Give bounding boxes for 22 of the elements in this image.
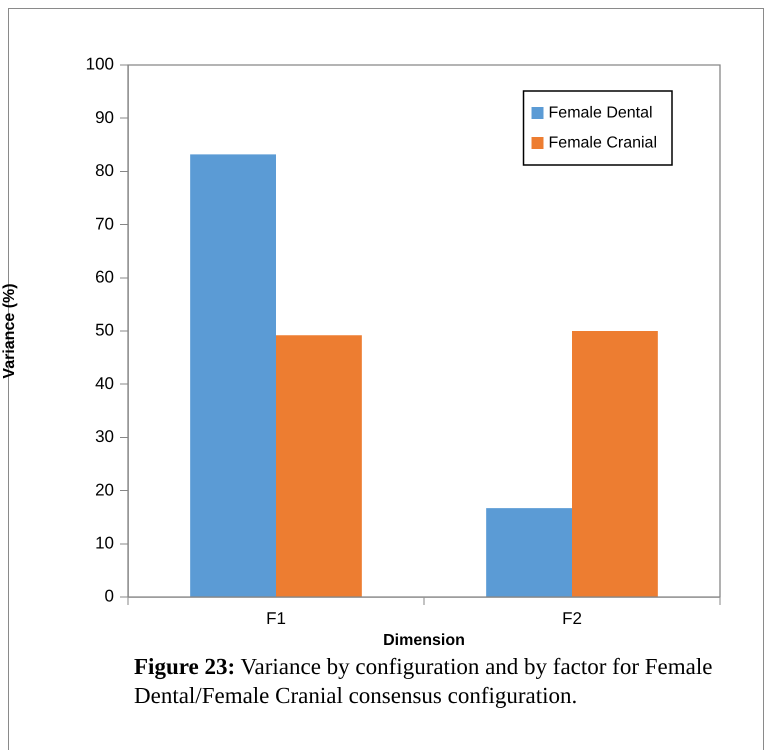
y-tick-label: 60 — [95, 267, 114, 286]
bar — [276, 335, 362, 596]
x-tick-label: F1 — [266, 608, 286, 628]
y-tick-label: 10 — [95, 533, 114, 552]
y-tick-label: 50 — [95, 320, 114, 340]
y-tick-label: 20 — [95, 480, 114, 500]
x-tick-label: F2 — [562, 608, 582, 628]
bar — [572, 331, 658, 596]
y-tick-label: 40 — [95, 374, 114, 393]
caption: Figure 23: Variance by configuration and by factor for Female Dental/Female Cranial consensus configuration. — [134, 653, 714, 710]
y-axis-title: Variance (%) — [1, 283, 18, 379]
y-tick-label: 90 — [95, 108, 114, 127]
x-axis-title: Dimension — [383, 632, 465, 649]
y-tick-label: 80 — [95, 161, 114, 180]
y-tick-label: 0 — [104, 586, 114, 606]
y-tick-label: 100 — [86, 54, 114, 74]
bar — [486, 508, 572, 596]
y-tick-label: 30 — [95, 427, 114, 446]
y-tick-label: 70 — [95, 214, 114, 234]
bar — [190, 154, 276, 596]
legend-label: Female Cranial — [548, 134, 657, 152]
legend-label: Female Dental — [548, 104, 653, 122]
